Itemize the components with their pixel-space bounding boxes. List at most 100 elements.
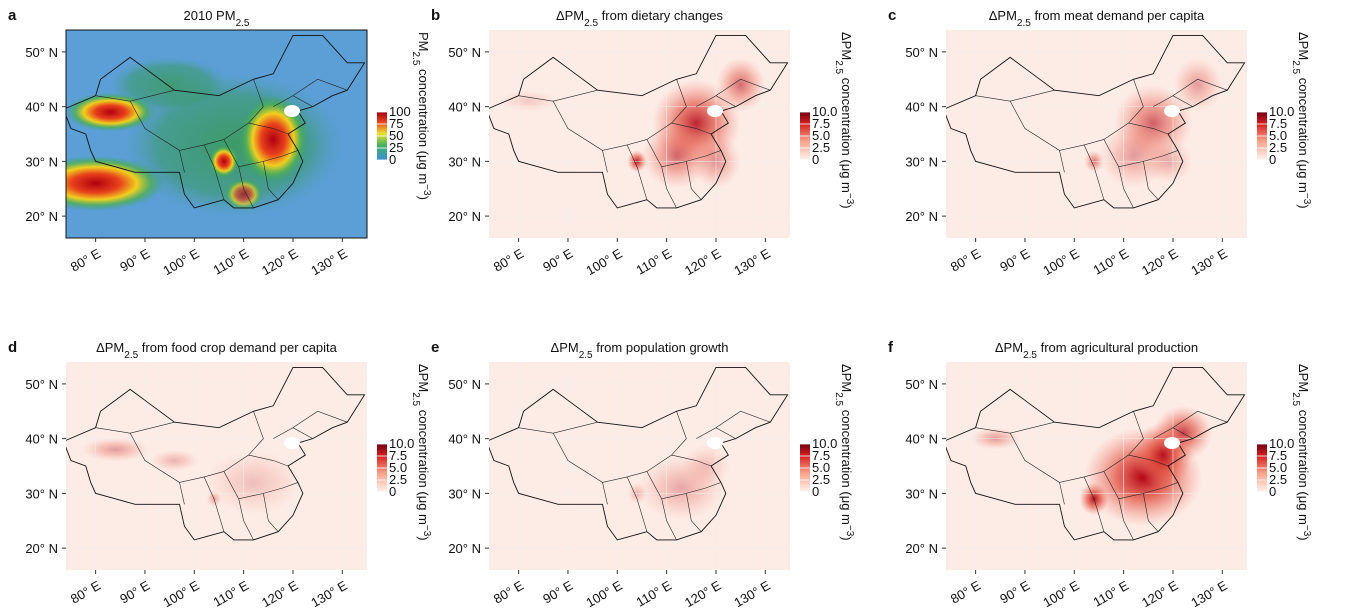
panel-letter: c [888,7,896,24]
x-tick-label: 90° E [997,577,1032,606]
colorbar-tick-label: 50 [389,128,403,143]
province-border [1059,150,1065,173]
map-area [946,362,1247,570]
x-tick-label: 120° E [682,245,724,278]
title-sub: 2.5 [1023,350,1037,361]
y-tick-label: 30° N [448,486,481,501]
concentration-field [1172,57,1223,113]
map-panel: d ΔPM2.5 from food crop demand per capita… [8,339,433,610]
legend-sub: 2.5 [834,60,845,74]
colorbar-tick-label: 0 [389,484,396,499]
y-tick-label: 20° N [905,209,938,224]
province-border [671,122,712,135]
x-tick-label: 120° E [1139,245,1181,278]
y-tick-label: 30° N [25,486,58,501]
colorbar-tick-label: 75 [389,116,403,131]
legend-sup: −3 [1302,525,1313,537]
legend-sub: 2.5 [411,52,422,66]
colorbar-tick-label: 5.0 [1269,460,1287,475]
panel-letter: d [8,339,17,356]
map-panel: f ΔPM2.5 from agricultural production20° … [888,339,1313,610]
y-tick-label: 20° N [448,541,481,556]
colorbar-tick-label: 10.0 [389,436,414,451]
x-tick-label: 110° E [211,577,252,609]
colorbar-title: ΔPM2.5 concentration (μg m−3) [1291,32,1313,209]
province-border [1009,433,1085,483]
bohai-sea [1163,437,1180,450]
x-tick-label: 110° E [1091,577,1132,609]
legend-text: ΔPM [416,364,431,392]
colorbar-tick-label: 10.0 [812,104,837,119]
concentration-field [209,144,239,178]
title-text: from dietary changes [598,8,724,23]
y-tick-label: 40° N [448,100,481,115]
map-background [489,362,790,570]
province-border [129,433,205,483]
y-tick-label: 30° N [448,154,481,169]
x-tick-label: 90° E [997,245,1032,274]
legend-sup: −3 [422,525,433,537]
bohai-sea [1163,105,1180,118]
x-tick-label: 130° E [731,577,773,610]
province-border [1118,482,1179,500]
province-border [238,150,299,168]
panel-title: ΔPM2.5 from population growth [551,340,729,361]
x-tick-label: 80° E [68,577,103,606]
y-tick-label: 40° N [905,100,938,115]
legend-sup: −3 [422,184,433,196]
y-tick-label: 50° N [448,377,481,392]
legend-text: concentration (μg m [416,406,431,525]
legend-sub: 2.5 [1291,60,1302,74]
legend-text: concentration (μg m [1296,406,1311,525]
concentration-field [715,57,766,113]
concentration-field [238,95,308,184]
province-border [686,161,702,200]
legend-text: concentration (μg m [1296,74,1311,193]
province-border [715,78,771,96]
country-border [66,35,366,209]
province-border [129,101,205,151]
colorbar-tick-label: 0 [389,152,396,167]
province-border [1143,493,1159,532]
x-tick-label: 130° E [1188,245,1230,278]
concentration-field [681,444,731,488]
province-border [1172,410,1228,428]
x-tick-label: 80° E [68,245,103,274]
title-text: ΔPM [995,340,1023,355]
province-border [1083,476,1105,532]
colorbar-tick-label: 7.5 [812,448,830,463]
concentration-field [1133,422,1193,488]
x-tick-label: 120° E [682,577,724,610]
x-tick-label: 130° E [308,577,350,610]
province-border [602,150,608,173]
y-tick-label: 30° N [25,154,58,169]
legend-text: ) [416,196,431,200]
province-border [1128,122,1169,135]
title-text: from meat demand per capita [1031,8,1205,23]
province-border [223,471,254,541]
concentration-field [204,449,303,516]
y-tick-label: 40° N [448,432,481,447]
colorbar-tick-label: 7.5 [389,448,407,463]
concentration-field [223,177,264,211]
legend-sup: −3 [845,525,856,537]
y-tick-label: 50° N [25,377,58,392]
x-tick-label: 100° E [1040,577,1082,610]
colorbar-tick-label: 2.5 [812,472,830,487]
colorbar-tick-label: 2.5 [812,140,830,155]
legend-text: ΔPM [1296,32,1311,60]
province-border [292,410,348,428]
province-border [1118,150,1179,168]
y-tick-label: 50° N [905,377,938,392]
panel-letter: f [888,339,894,356]
legend-text: ) [1296,204,1311,208]
legend-text: ΔPM [839,364,854,392]
legend-text: PM [416,32,431,52]
province-border [1083,144,1105,200]
legend-sub: 2.5 [834,392,845,406]
colorbar-title: ΔPM2.5 concentration (μg m−3) [834,32,856,209]
legend-text: ) [1296,536,1311,540]
